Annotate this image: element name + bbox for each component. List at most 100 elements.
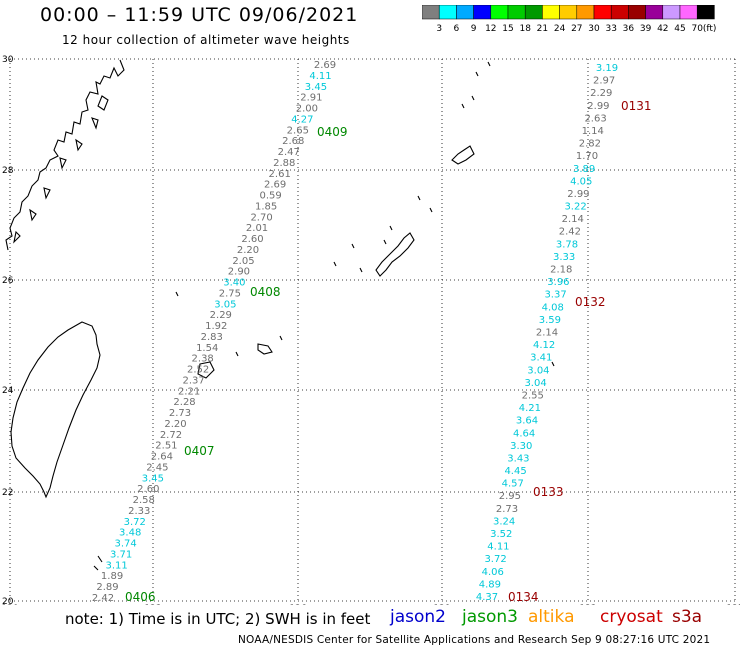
china-coast-inner bbox=[13, 95, 109, 244]
legend-jason3: jason3 bbox=[462, 607, 518, 627]
land-outlines bbox=[5, 59, 555, 571]
scale-tick-label: 9 bbox=[471, 24, 477, 34]
wave-height-value: 3.71 bbox=[110, 549, 132, 560]
pass-id-label: 0407 bbox=[184, 444, 215, 458]
lon-tick-label: 129 bbox=[433, 604, 450, 605]
gridlines bbox=[9, 58, 736, 602]
wave-height-value: 2.89 bbox=[96, 582, 118, 593]
wave-height-value: 2.60 bbox=[137, 484, 159, 495]
ishigaki-island bbox=[197, 361, 215, 379]
wave-height-value: 2.52 bbox=[187, 365, 209, 376]
wave-height-value: 3.11 bbox=[105, 560, 127, 571]
wave-height-value: 1.70 bbox=[576, 151, 598, 162]
wave-height-value: 3.04 bbox=[524, 378, 546, 389]
legend-s3a: s3a bbox=[672, 607, 703, 627]
lat-tick-label: 30 bbox=[2, 55, 14, 65]
wave-height-value: 2.28 bbox=[173, 397, 195, 408]
wave-height-value: 2.47 bbox=[278, 147, 300, 158]
wave-height-value: 2.90 bbox=[228, 267, 250, 278]
wave-height-value: 4.64 bbox=[513, 428, 535, 439]
wave-height-value: 4.11 bbox=[487, 542, 509, 553]
wave-height-value: 4.27 bbox=[291, 114, 313, 125]
wave-height-value: 2.99 bbox=[587, 101, 609, 112]
wave-height-value: 2.61 bbox=[269, 169, 291, 180]
wave-height-value: 1.54 bbox=[196, 343, 218, 354]
wave-height-value: 2.29 bbox=[210, 310, 232, 321]
pass-id-label: 0132 bbox=[575, 295, 606, 309]
wave-height-value: 2.14 bbox=[536, 328, 558, 339]
pass-id-label: 0409 bbox=[317, 125, 348, 139]
wave-height-value: 2.69 bbox=[314, 60, 336, 71]
legend-altika: altika bbox=[528, 607, 575, 627]
wave-height-value: 4.89 bbox=[479, 579, 501, 590]
wave-height-value: 3.22 bbox=[564, 202, 586, 213]
wave-height-value: 3.48 bbox=[119, 528, 141, 539]
lon-tick-label: 135 bbox=[726, 604, 740, 605]
pass-id-label: 0408 bbox=[250, 285, 281, 299]
wave-height-value: 2.58 bbox=[133, 495, 155, 506]
scale-tick-label: 36 bbox=[623, 24, 635, 34]
wave-height-value: 3.33 bbox=[553, 252, 575, 263]
wave-height-value: 3.45 bbox=[305, 82, 327, 93]
wave-height-value: 3.72 bbox=[484, 554, 506, 565]
wave-height-value: 2.88 bbox=[273, 158, 295, 169]
wave-height-value: 4.57 bbox=[502, 479, 524, 490]
wave-height-value: 4.06 bbox=[482, 567, 504, 578]
wave-height-value: 2.20 bbox=[164, 419, 186, 430]
lon-tick-label: 132 bbox=[579, 604, 596, 605]
color-scale: 3 6 9 12 15 18 21 24 27 30 33 36 39 42 45 70 (ft) bbox=[422, 5, 717, 34]
tokara-islands bbox=[93, 61, 555, 571]
lon-tick-label: 123 bbox=[144, 604, 161, 605]
wave-height-value: 2.38 bbox=[192, 354, 214, 365]
axis-labels: 120 123 126 129 132 135 30 28 26 24 22 20 bbox=[1, 55, 740, 605]
wave-height-value: 2.42 bbox=[559, 227, 581, 238]
lat-tick-label: 28 bbox=[2, 166, 14, 176]
iriomote-island bbox=[257, 343, 273, 355]
scale-tick-label: 30 bbox=[588, 24, 600, 34]
wave-height-value: 3.05 bbox=[214, 299, 236, 310]
wave-height-value: 3.64 bbox=[516, 416, 538, 427]
wave-height-value: 3.04 bbox=[527, 365, 549, 376]
wave-height-value: 2.33 bbox=[128, 506, 150, 517]
wave-height-value: 3.59 bbox=[539, 315, 561, 326]
lat-tick-label: 22 bbox=[2, 488, 13, 498]
wave-height-value: 4.11 bbox=[309, 71, 331, 82]
wave-height-value: 2.73 bbox=[496, 504, 518, 515]
taiwan-island bbox=[10, 321, 101, 499]
wave-height-value: 2.21 bbox=[178, 386, 200, 397]
scale-tick-label: 15 bbox=[502, 24, 513, 34]
wave-height-value: 3.74 bbox=[115, 539, 137, 550]
page-subtitle: 12 hour collection of altimeter wave hei… bbox=[62, 33, 350, 47]
wave-height-value: 2.75 bbox=[219, 288, 241, 299]
lat-tick-label: 26 bbox=[2, 276, 14, 286]
pass-id-labels: 0409 0408 0407 0406 0131 0132 0133 0134 bbox=[125, 99, 652, 604]
scale-tick-label: 27 bbox=[571, 24, 582, 34]
wave-height-value: 2.63 bbox=[584, 113, 606, 124]
wave-height-value: 1.89 bbox=[101, 571, 123, 582]
wave-height-value: 2.18 bbox=[550, 265, 572, 276]
pass-id-label: 0133 bbox=[533, 485, 564, 499]
wave-height-value: 3.37 bbox=[544, 290, 566, 301]
scale-tick-label: 45 bbox=[674, 24, 685, 34]
pass-id-label: 0134 bbox=[508, 590, 539, 604]
scale-tick-label: 6 bbox=[454, 24, 460, 34]
scale-unit-label: (ft) bbox=[703, 24, 717, 34]
wave-height-value: 3.40 bbox=[223, 278, 245, 289]
scale-tick-label: 18 bbox=[519, 24, 531, 34]
wave-height-value: 2.91 bbox=[300, 93, 322, 104]
wave-height-value: 3.45 bbox=[142, 473, 164, 484]
wave-height-value: 2.45 bbox=[146, 462, 168, 473]
wave-height-value: 2.99 bbox=[567, 189, 589, 200]
scale-tick-label: 12 bbox=[485, 24, 496, 34]
scale-swatch bbox=[696, 5, 715, 20]
wave-height-value: 2.20 bbox=[237, 245, 259, 256]
wave-height-value: 3.30 bbox=[510, 441, 532, 452]
wave-height-value: 3.89 bbox=[573, 164, 595, 175]
wave-height-value: 2.51 bbox=[155, 441, 177, 452]
pass-id-label: 0406 bbox=[125, 590, 156, 604]
wave-height-value: 2.73 bbox=[169, 408, 191, 419]
wave-height-value: 3.52 bbox=[490, 529, 512, 540]
wave-height-value: 2.65 bbox=[287, 125, 309, 136]
wave-height-value: 2.55 bbox=[522, 390, 544, 401]
wave-height-value: 2.95 bbox=[499, 491, 521, 502]
